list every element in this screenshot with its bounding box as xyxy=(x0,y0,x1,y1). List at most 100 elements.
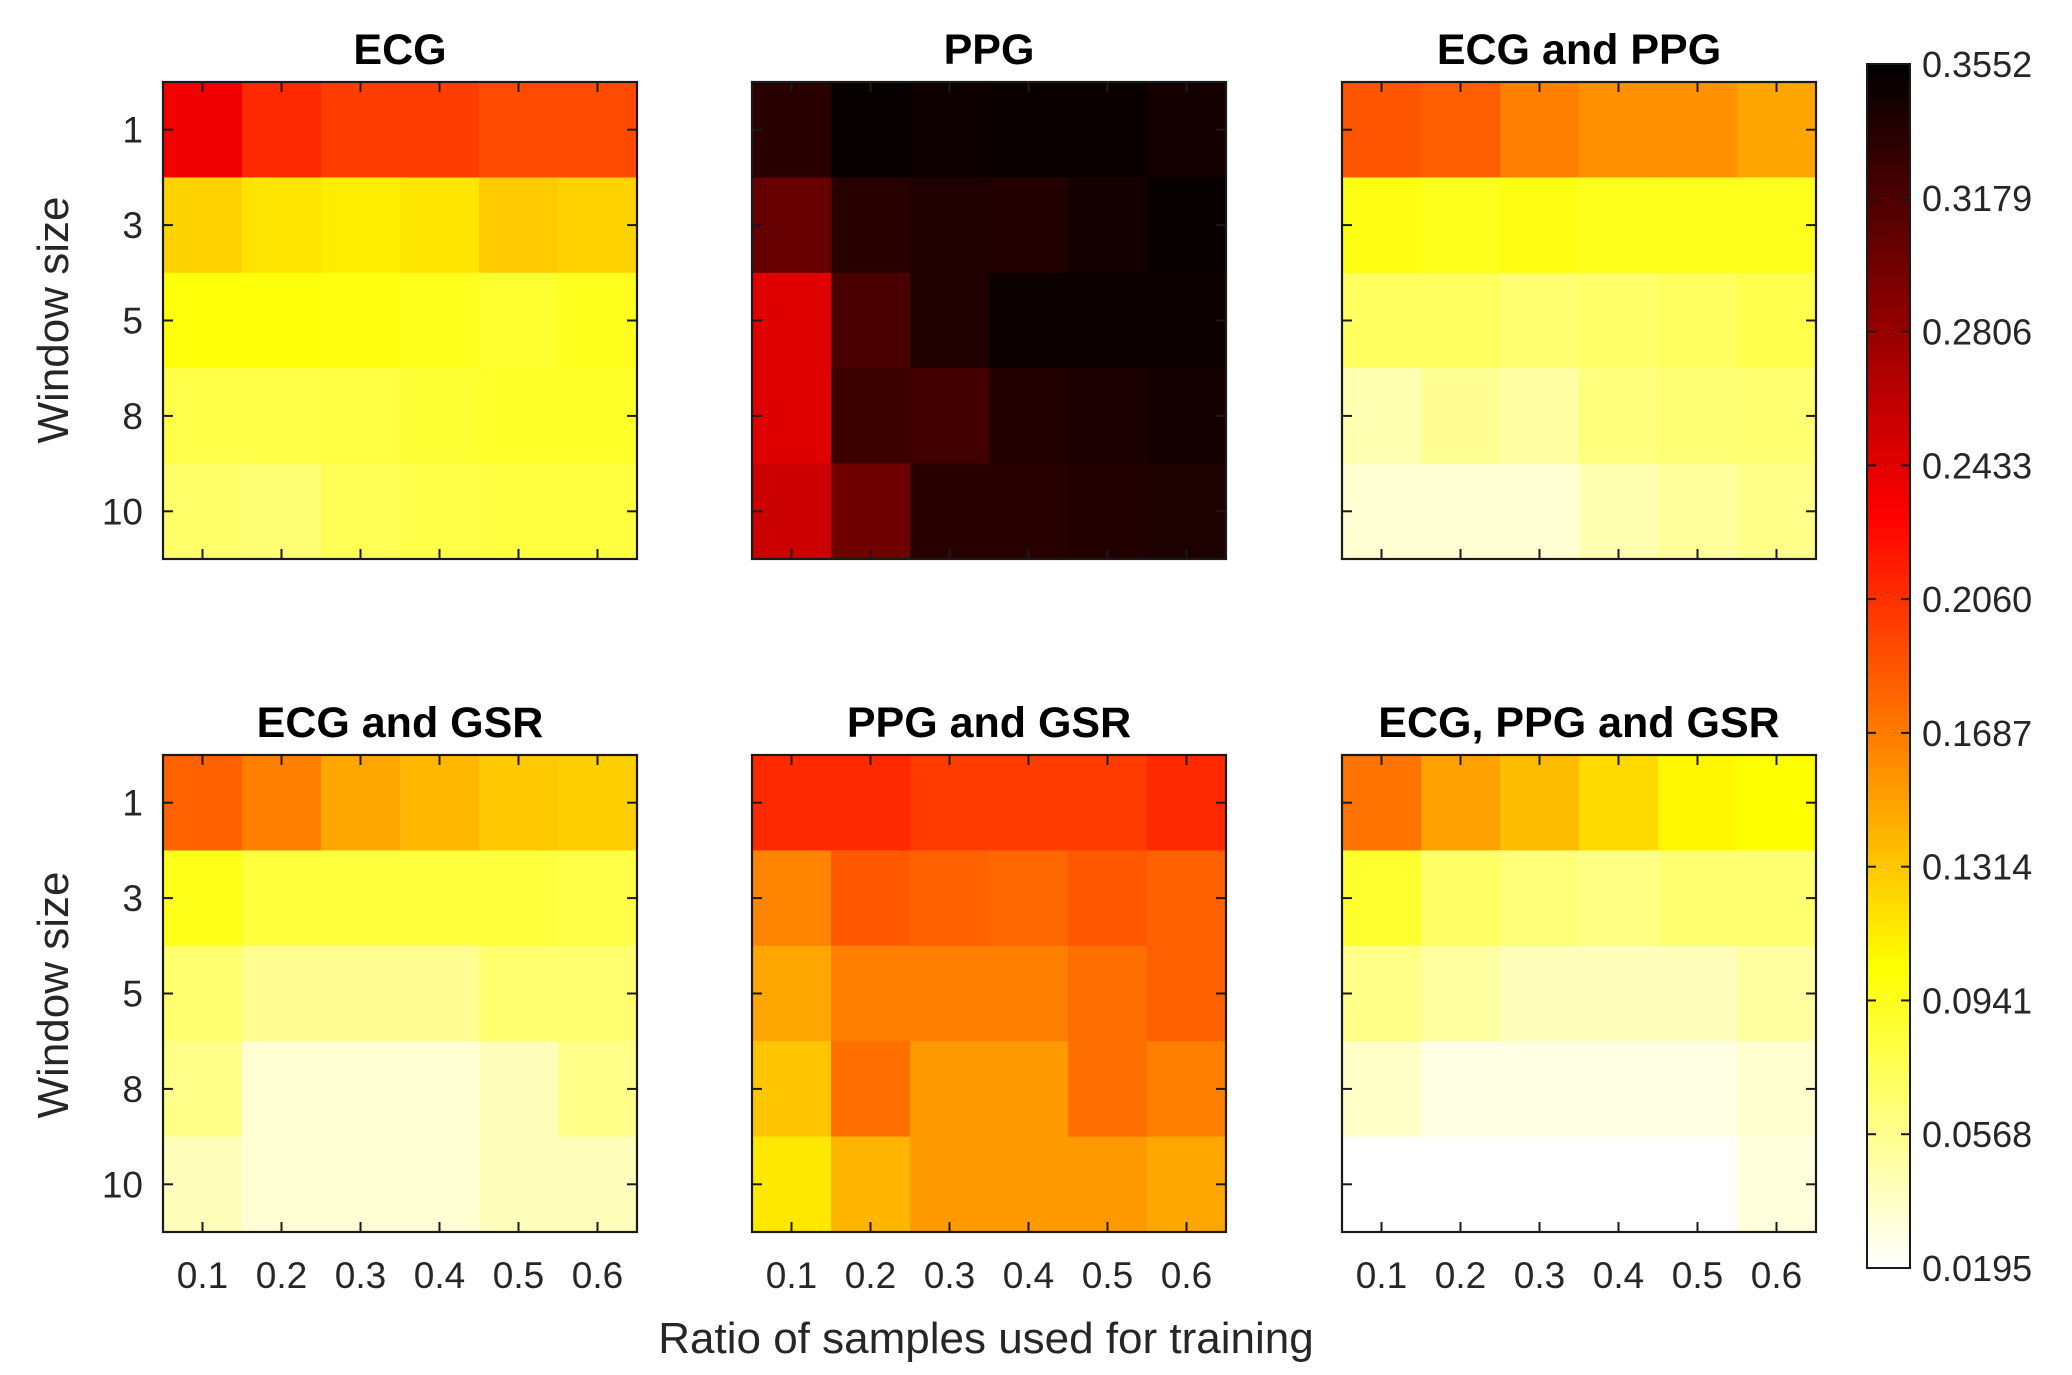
heatmap-cell xyxy=(1342,463,1422,560)
heatmap-cell xyxy=(163,177,243,274)
heatmap-cell xyxy=(1068,368,1148,465)
colorbar: 0.0195 0.0568 0.0941 0.1314 0.1687 0.2060 0.24… xyxy=(1866,44,2032,1289)
heatmap-cell xyxy=(163,850,243,947)
heatmap-cell xyxy=(910,1136,990,1233)
heatmap-cell xyxy=(1658,368,1738,465)
heatmap-cell xyxy=(479,1136,559,1233)
heatmap-cell xyxy=(1737,755,1817,851)
heatmap-cell xyxy=(558,1136,638,1233)
heatmap-cell xyxy=(1500,945,1580,1042)
heatmap-cell xyxy=(242,177,322,274)
heatmap-cell xyxy=(321,1041,401,1138)
heatmap-cell xyxy=(1579,82,1659,178)
heatmap-cell xyxy=(558,272,638,369)
heatmap-cell xyxy=(1579,463,1659,560)
heatmap-cell xyxy=(1068,1041,1148,1138)
x-axis-label: Ratio of samples used for training xyxy=(658,1314,1313,1363)
x-tick-label: 0.3 xyxy=(1514,1255,1565,1296)
colorbar-tick-label: 0.2806 xyxy=(1922,312,2032,353)
x-tick-label: 0.6 xyxy=(572,1255,623,1296)
heatmap-panel: ECG and PPG xyxy=(1340,26,1818,561)
panel-title: ECG xyxy=(353,26,446,74)
heatmap-cell xyxy=(1421,945,1501,1042)
heatmap-cell xyxy=(242,850,322,947)
heatmap-cell xyxy=(1658,177,1738,274)
heatmap-cell xyxy=(831,463,911,560)
heatmap-cell xyxy=(1658,755,1738,851)
heatmap-cell xyxy=(479,850,559,947)
heatmap-cell xyxy=(1658,82,1738,178)
heatmap-cell xyxy=(1342,1136,1422,1233)
heatmap-cell xyxy=(752,755,832,851)
heatmap-cell xyxy=(1737,368,1817,465)
heatmap-cell xyxy=(989,463,1069,560)
heatmap-cell xyxy=(1579,177,1659,274)
heatmap-cell xyxy=(1147,82,1227,178)
heatmap-cell xyxy=(910,945,990,1042)
heatmap-cell xyxy=(1500,368,1580,465)
heatmap-cell xyxy=(1579,850,1659,947)
x-tick-label: 0.2 xyxy=(1435,1255,1486,1296)
y-tick-label: 10 xyxy=(102,1164,143,1205)
heatmap-cell xyxy=(1658,945,1738,1042)
x-tick-label: 0.4 xyxy=(1003,1255,1054,1296)
heatmap-cell xyxy=(1342,272,1422,369)
heatmap-cell xyxy=(1068,1136,1148,1233)
heatmap-cell xyxy=(1342,368,1422,465)
heatmap-cell xyxy=(831,368,911,465)
panel-grid: ECG 1 3 5 8 10 PPG ECG and PPG ECG and GSR 0.1 0.2… xyxy=(102,26,1818,1296)
heatmap-cell xyxy=(1421,177,1501,274)
heatmap-cell xyxy=(1500,177,1580,274)
heatmap-cell xyxy=(752,1136,832,1233)
heatmap-cell xyxy=(1068,755,1148,851)
heatmap-cell xyxy=(321,272,401,369)
heatmap-cell xyxy=(1658,463,1738,560)
heatmap-cell xyxy=(1500,463,1580,560)
y-tick-label: 1 xyxy=(122,783,143,824)
heatmap-cell xyxy=(400,755,480,851)
heatmap-cell xyxy=(1737,1041,1817,1138)
heatmap-cell xyxy=(752,82,832,178)
heatmap-cell xyxy=(831,272,911,369)
panel-title: PPG xyxy=(944,26,1035,74)
colorbar-tick-label: 0.0568 xyxy=(1922,1114,2032,1155)
heatmap-cell xyxy=(1421,463,1501,560)
heatmap-cell xyxy=(163,272,243,369)
heatmap-cell xyxy=(400,82,480,178)
heatmap-cell xyxy=(831,755,911,851)
heatmap-cell xyxy=(558,850,638,947)
heatmap-cell xyxy=(1147,850,1227,947)
heatmap-cell xyxy=(1147,272,1227,369)
panel-title: PPG and GSR xyxy=(847,699,1131,747)
x-tick-label: 0.3 xyxy=(924,1255,975,1296)
colorbar-tick-label: 0.2060 xyxy=(1922,579,2032,620)
heatmap-cell xyxy=(752,272,832,369)
heatmap-cell xyxy=(242,755,322,851)
x-tick-label: 0.1 xyxy=(1356,1255,1407,1296)
heatmap-cell xyxy=(1737,850,1817,947)
y-tick-label: 10 xyxy=(102,491,143,532)
y-axis-label-bottom: Window size xyxy=(29,872,78,1119)
heatmap-cell xyxy=(1421,1136,1501,1233)
heatmap-cell xyxy=(910,463,990,560)
heatmap-cell xyxy=(1068,945,1148,1042)
colorbar-tick-label: 0.2433 xyxy=(1922,445,2032,486)
heatmap-cell xyxy=(242,272,322,369)
heatmap-cell xyxy=(1147,945,1227,1042)
heatmap-cell xyxy=(1737,463,1817,560)
heatmap-cell xyxy=(910,755,990,851)
heatmap-cell xyxy=(321,755,401,851)
heatmap-cell xyxy=(752,945,832,1042)
heatmap-cell xyxy=(910,850,990,947)
heatmap-cell xyxy=(479,272,559,369)
heatmap-cell xyxy=(989,945,1069,1042)
heatmap-panel: ECG and GSR 0.1 0.2 0.3 0.4 0.5 0.6 1 3 5 8 10 xyxy=(102,699,639,1296)
heatmap-panel: ECG 1 3 5 8 10 xyxy=(102,26,639,561)
heatmap-cell xyxy=(1147,1041,1227,1138)
heatmap-cell xyxy=(1147,1136,1227,1233)
colorbar-gradient xyxy=(1866,63,1911,1269)
colorbar-tick-label: 0.3179 xyxy=(1922,178,2032,219)
heatmap-cell xyxy=(321,368,401,465)
colorbar-tick-label: 0.1314 xyxy=(1922,847,2032,888)
